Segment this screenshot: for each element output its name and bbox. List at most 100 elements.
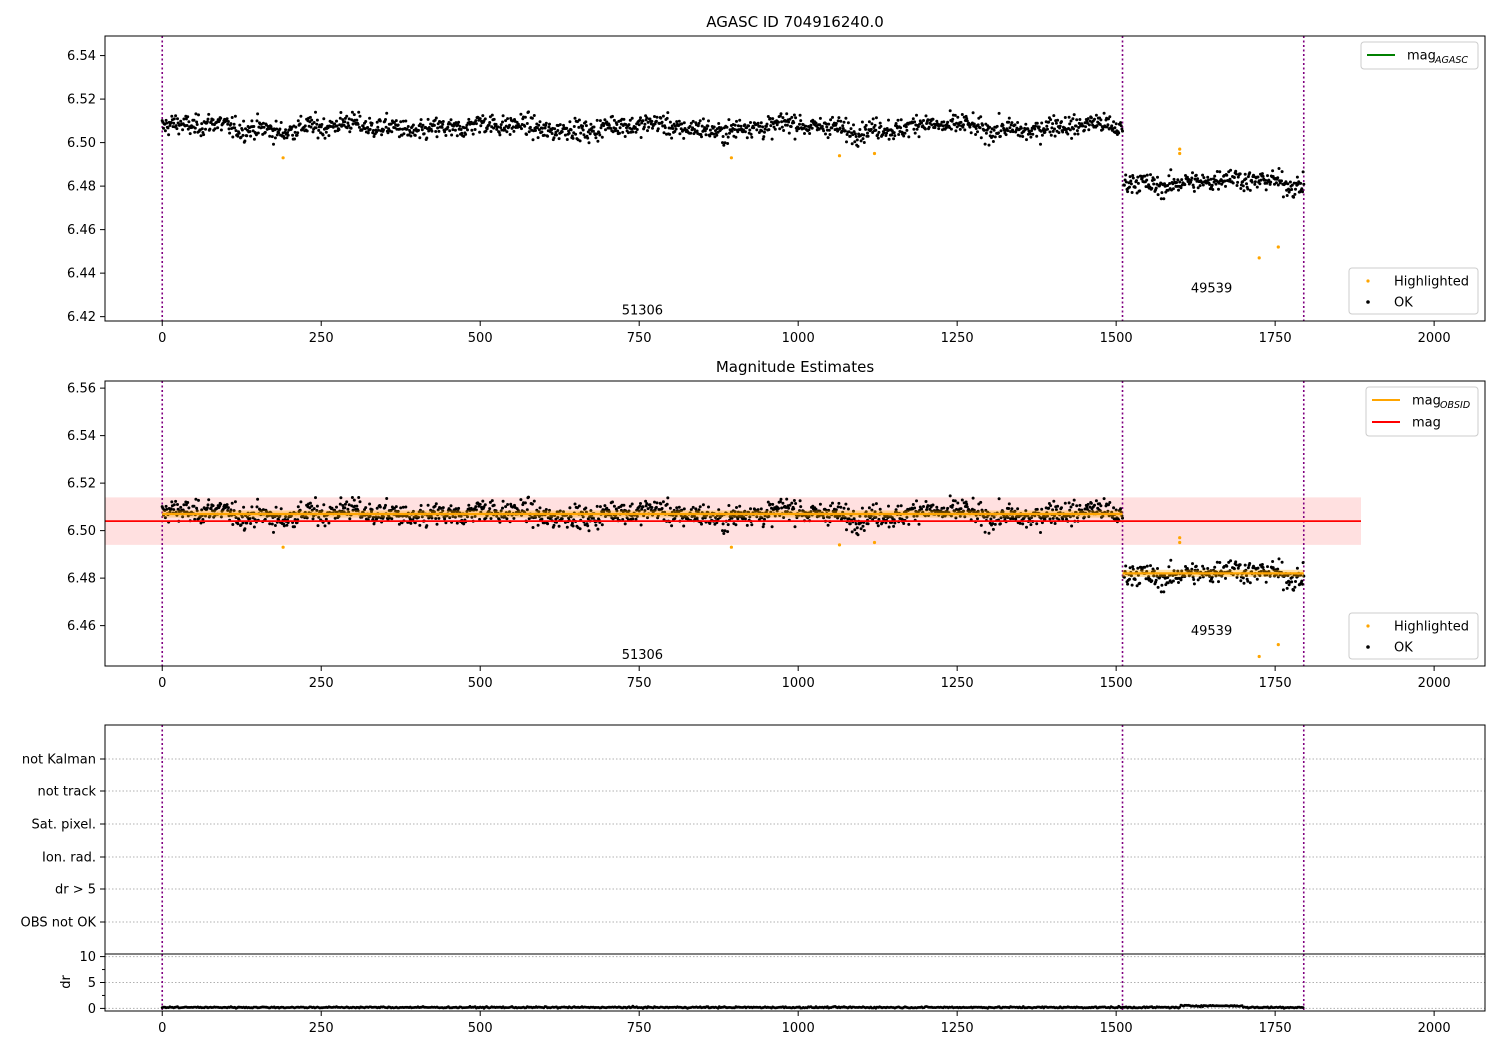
agasc-ok-point	[255, 119, 259, 123]
agasc-ok-point	[924, 114, 928, 118]
agasc-ok-point	[874, 116, 878, 120]
magnitude-ok-point	[695, 516, 699, 520]
agasc-ok-point	[1066, 132, 1070, 136]
magnitude-ok-point	[998, 522, 1002, 526]
agasc-highlighted-point	[1178, 151, 1182, 156]
agasc-ok-point	[462, 134, 466, 138]
magnitude-ok-point	[766, 500, 770, 504]
magnitude-ok-point	[1214, 574, 1218, 578]
agasc-ok-point	[884, 134, 888, 137]
agasc-ok-point	[1053, 127, 1056, 131]
agasc-ok-point	[1218, 170, 1222, 174]
dr-x-tick-label: 2000	[1418, 1021, 1451, 1036]
magnitude-ok-point	[418, 523, 422, 527]
magnitude-ok-point	[413, 521, 417, 525]
agasc-ok-point	[273, 136, 277, 140]
magnitude-ok-point	[779, 497, 783, 501]
magnitude-ok-point	[780, 506, 784, 510]
magnitude-ok-point	[1229, 559, 1233, 563]
agasc-ok-point	[1040, 121, 1044, 125]
agasc-ok-point	[1049, 118, 1053, 122]
agasc-ok-point	[296, 119, 300, 123]
agasc-ok-point	[1028, 132, 1032, 136]
magnitude-ok-point	[697, 508, 701, 512]
magnitude-ok-point	[1075, 516, 1079, 520]
agasc-ok-point	[200, 122, 204, 126]
agasc-ok-point	[871, 117, 875, 121]
agasc-ok-point	[997, 131, 1000, 135]
magnitude-ok-point	[1290, 580, 1294, 584]
agasc-ok-point	[1108, 115, 1112, 119]
agasc-ok-point	[1177, 188, 1180, 192]
agasc-ok-point	[862, 133, 866, 137]
magnitude-ok-point	[1234, 563, 1238, 567]
magnitude-ok-point	[248, 517, 252, 520]
magnitude-ok-point	[701, 503, 705, 507]
agasc-ok-point	[398, 127, 402, 131]
agasc-x-tick-label: 250	[309, 331, 334, 346]
agasc-ok-point	[1295, 175, 1299, 179]
magnitude-ok-point	[474, 505, 478, 509]
agasc-ok-point	[765, 122, 769, 126]
magnitude-ok-point	[322, 503, 326, 507]
magnitude-ok-point	[1068, 508, 1072, 512]
agasc-ok-point	[695, 129, 699, 133]
agasc-ok-point	[626, 131, 630, 135]
magnitude-ok-point	[622, 503, 626, 507]
agasc-ok-point	[1015, 126, 1019, 130]
magnitude-ok-point	[1048, 517, 1052, 521]
magnitude-ok-point	[785, 497, 789, 501]
agasc-ok-point	[859, 139, 863, 143]
magnitude-ok-point	[981, 510, 985, 514]
agasc-panel-frame	[104, 35, 1486, 322]
magnitude-ok-point	[887, 504, 890, 508]
agasc-ok-point	[1290, 188, 1294, 191]
magnitude-ok-point	[457, 506, 461, 510]
agasc-ok-point	[814, 121, 818, 125]
agasc-ok-point	[727, 118, 731, 122]
magnitude-ok-point	[822, 516, 826, 520]
agasc-ok-point	[627, 123, 631, 127]
magnitude-ok-point	[505, 517, 509, 521]
magnitude-ok-point	[296, 505, 300, 509]
magnitude-ok-point	[681, 515, 685, 519]
agasc-ok-point	[587, 141, 591, 145]
agasc-ok-point	[261, 121, 265, 125]
magnitude-ok-point	[1107, 503, 1110, 507]
magnitude-ok-point	[1071, 503, 1075, 506]
agasc-ok-point	[720, 127, 724, 131]
agasc-ok-point	[913, 131, 917, 135]
magnitude-ok-point	[165, 507, 169, 511]
agasc-ok-point	[1175, 181, 1179, 184]
magnitude-highlighted-point	[872, 540, 877, 545]
agasc-ok-point	[345, 126, 349, 130]
magnitude-ok-point	[1245, 574, 1248, 578]
magnitude-ok-point	[668, 506, 672, 510]
agasc-ok-point	[1102, 111, 1106, 115]
agasc-ok-point	[550, 132, 554, 135]
agasc-ok-point	[1224, 184, 1227, 188]
agasc-ok-point	[505, 130, 509, 134]
agasc-ok-point	[663, 126, 667, 130]
agasc-ok-point	[386, 131, 390, 135]
agasc-ok-point	[450, 133, 454, 137]
magnitude-ok-point	[1277, 557, 1281, 561]
agasc-ok-point	[1176, 178, 1180, 182]
magnitude-ok-point	[232, 509, 236, 513]
magnitude-ok-point	[844, 502, 848, 506]
magnitude-ok-point	[455, 521, 459, 525]
magnitude-ok-point	[368, 514, 372, 518]
magnitude-legend-label: OK	[1394, 641, 1413, 656]
magnitude-ok-point	[405, 514, 409, 518]
agasc-ok-point	[866, 134, 870, 138]
magnitude-ok-point	[208, 514, 212, 518]
agasc-ok-point	[1196, 186, 1200, 190]
agasc-ok-point	[285, 136, 289, 140]
magnitude-ok-point	[612, 504, 616, 508]
agasc-ok-point	[649, 122, 653, 126]
magnitude-ok-point	[870, 508, 874, 512]
agasc-ok-point	[347, 124, 351, 128]
agasc-ok-point	[176, 117, 179, 121]
agasc-highlighted-point	[281, 156, 285, 160]
